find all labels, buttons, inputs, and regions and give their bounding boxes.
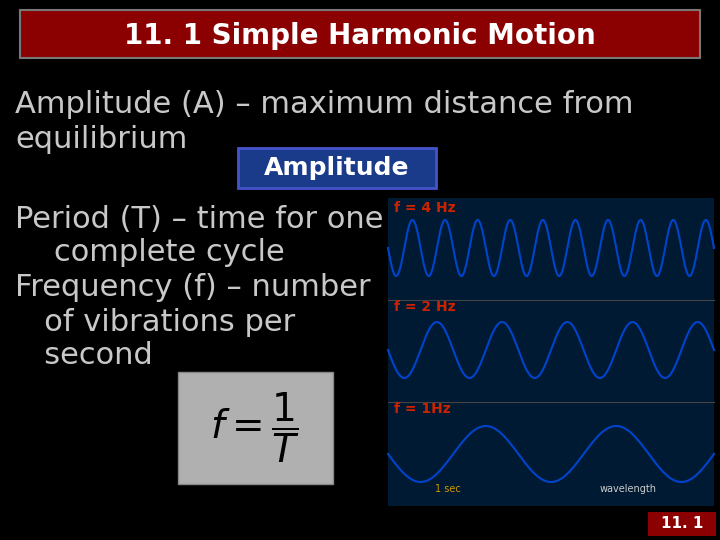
Text: f = 4 Hz: f = 4 Hz (394, 201, 456, 215)
Text: Period (T) – time for one: Period (T) – time for one (15, 205, 384, 234)
Text: Frequency (f) – number: Frequency (f) – number (15, 273, 371, 302)
Text: 11. 1 Simple Harmonic Motion: 11. 1 Simple Harmonic Motion (124, 22, 596, 50)
Text: Amplitude (A) – maximum distance from: Amplitude (A) – maximum distance from (15, 90, 634, 119)
Text: second: second (15, 341, 153, 370)
Text: of vibrations per: of vibrations per (15, 308, 295, 337)
Text: complete cycle: complete cycle (15, 238, 284, 267)
Text: equilibrium: equilibrium (15, 125, 187, 154)
Text: 11. 1: 11. 1 (661, 516, 703, 531)
Bar (388, 198, 714, 506)
Text: 1 sec: 1 sec (435, 484, 461, 494)
Text: wavelength: wavelength (600, 484, 657, 494)
Bar (648, 512, 716, 536)
Bar (178, 372, 333, 484)
Text: f = 2 Hz: f = 2 Hz (394, 300, 456, 314)
Text: f = 1Hz: f = 1Hz (394, 402, 451, 416)
Bar (238, 148, 436, 188)
Bar (20, 10, 700, 58)
Text: Amplitude: Amplitude (264, 156, 410, 180)
Text: $f = \dfrac{1}{T}$: $f = \dfrac{1}{T}$ (210, 391, 300, 465)
